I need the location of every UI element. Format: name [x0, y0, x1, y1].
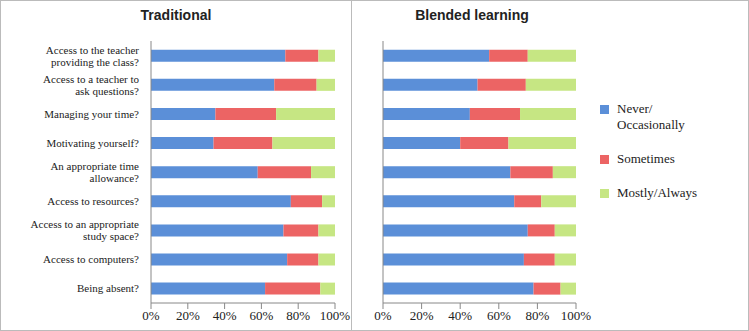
svg-text:0%: 0%	[142, 308, 160, 323]
svg-text:40%: 40%	[448, 308, 472, 323]
html-text:Traditional: Traditional	[140, 7, 212, 23]
svg-text:Access to resources?: Access to resources?	[47, 195, 139, 207]
html-text:Sometimes: Sometimes	[617, 151, 675, 166]
svg-text:Access to the teacherproviding: Access to the teacherproviding the class…	[46, 44, 139, 68]
svg-text:20%: 20%	[176, 308, 200, 323]
svg-text:Access to a teacher toask ques: Access to a teacher toask questions?	[43, 73, 139, 97]
svg-text:Access to computers?: Access to computers?	[43, 253, 139, 265]
svg-text:20%: 20%	[410, 308, 434, 323]
svg-text:60%: 60%	[487, 308, 511, 323]
svg-text:An appropriate timeallowance?: An appropriate timeallowance?	[50, 160, 139, 184]
svg-text:100%: 100%	[561, 308, 592, 323]
svg-text:40%: 40%	[213, 308, 237, 323]
svg-text:Motivating yourself?: Motivating yourself?	[46, 137, 139, 149]
svg-text:100%: 100%	[320, 308, 351, 323]
svg-text:Being absent?: Being absent?	[77, 282, 139, 294]
html-text:Blended learning: Blended learning	[415, 7, 529, 23]
svg-text:60%: 60%	[249, 308, 273, 323]
svg-text:80%: 80%	[286, 308, 310, 323]
svg-text:0%: 0%	[374, 308, 392, 323]
html-text:Never/ Occasionally: Never/ Occasionally	[617, 101, 685, 132]
svg-text:Access to an appropriatestudy: Access to an appropriatestudy space?	[31, 218, 140, 242]
svg-text:80%: 80%	[525, 308, 549, 323]
html-text:Mostly/Always: Mostly/Always	[617, 185, 698, 200]
svg-text:Managing your time?: Managing your time?	[44, 108, 139, 120]
